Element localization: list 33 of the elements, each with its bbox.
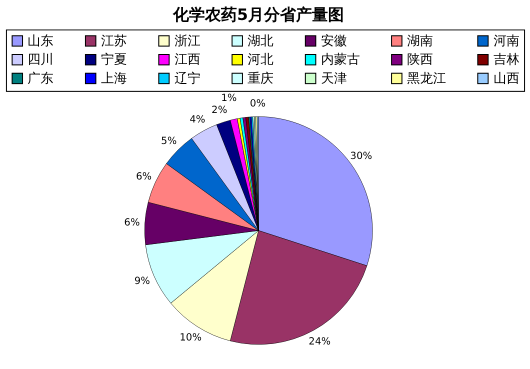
legend-label: 湖北	[248, 34, 274, 49]
data-label: 2%	[212, 104, 228, 116]
data-label: 5%	[161, 136, 177, 147]
data-label: 30%	[350, 150, 372, 162]
data-label: 1%	[221, 93, 237, 104]
legend-label: 吉林	[493, 52, 520, 68]
legend-label: 上海	[101, 71, 128, 86]
legend-label: 天津	[320, 71, 347, 86]
legend-label: 江苏	[101, 34, 128, 49]
legend-label: 辽宁	[174, 70, 200, 86]
data-label: 10%	[180, 332, 202, 344]
legend-label: 重庆	[248, 71, 274, 86]
legend-label: 四川	[28, 52, 54, 68]
data-label: 9%	[134, 276, 150, 287]
legend-label: 河北	[248, 52, 274, 68]
legend-label: 浙江	[174, 34, 200, 49]
data-label: 0%	[250, 98, 266, 110]
chart-title: 化学农药5月分省产量图	[172, 5, 344, 24]
legend-label: 江西	[174, 52, 200, 68]
legend-label: 安徽	[320, 32, 347, 49]
legend-label: 内蒙古	[320, 52, 360, 68]
data-label: 6%	[124, 218, 140, 229]
legend-label: 陕西	[407, 52, 434, 68]
legend-label: 河南	[493, 34, 520, 49]
legend-label: 宁夏	[101, 52, 128, 68]
legend-label: 山东	[28, 34, 54, 49]
data-label: 6%	[136, 172, 152, 183]
legend-label: 湖南	[407, 34, 434, 49]
legend-label: 广东	[28, 71, 54, 86]
data-label: 24%	[308, 336, 331, 348]
legend-label: 黑龙江	[407, 71, 446, 86]
legend-label: 山西	[493, 71, 520, 86]
data-label: 4%	[190, 114, 206, 126]
